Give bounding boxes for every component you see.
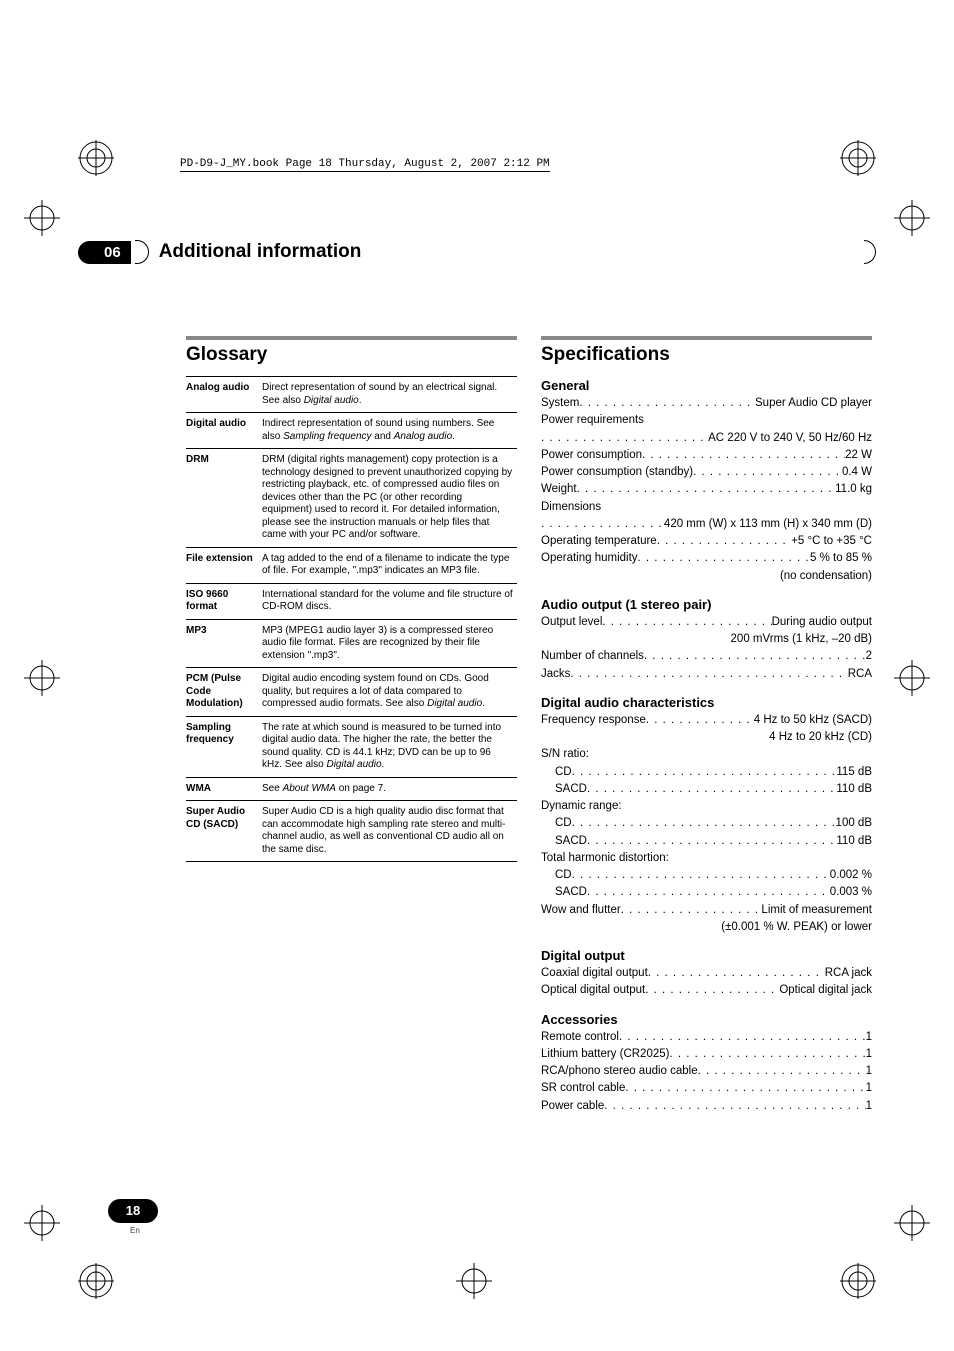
spec-row: Total harmonic distortion: xyxy=(541,850,872,867)
spec-row: SACD110 dB xyxy=(541,833,872,850)
registration-mark-icon xyxy=(78,140,114,176)
spec-row: Remote control1 xyxy=(541,1029,872,1046)
spec-row: RCA/phono stereo audio cable1 xyxy=(541,1063,872,1080)
table-row: Analog audioDirect representation of sou… xyxy=(186,377,517,413)
glossary-definition: Digital audio encoding system found on C… xyxy=(262,668,517,717)
digital-output-title: Digital output xyxy=(541,948,872,963)
glossary-term: File extension xyxy=(186,547,262,583)
glossary-definition: International standard for the volume an… xyxy=(262,583,517,619)
glossary-term: Analog audio xyxy=(186,377,262,413)
glossary-term: Digital audio xyxy=(186,413,262,449)
glossary-term: Super Audio CD (SACD) xyxy=(186,801,262,862)
spec-row: Power consumption (standby)0.4 W xyxy=(541,464,872,481)
table-row: WMASee About WMA on page 7. xyxy=(186,777,517,801)
spec-note: 200 mVrms (1 kHz, –20 dB) xyxy=(541,631,872,648)
spec-row: Dimensions xyxy=(541,499,872,516)
glossary-definition: Indirect representation of sound using n… xyxy=(262,413,517,449)
glossary-term: DRM xyxy=(186,449,262,548)
spec-row: CD100 dB xyxy=(541,815,872,832)
spec-row: JacksRCA xyxy=(541,666,872,683)
specifications-column: Specifications General SystemSuper Audio… xyxy=(541,336,872,1115)
glossary-column: Glossary Analog audioDirect representati… xyxy=(186,336,517,1115)
chapter-header: 06 Additional information xyxy=(78,240,361,264)
glossary-term: ISO 9660 format xyxy=(186,583,262,619)
table-row: Sampling frequencyThe rate at which soun… xyxy=(186,716,517,777)
chapter-bracket-icon xyxy=(135,240,149,264)
print-header: PD-D9-J_MY.book Page 18 Thursday, August… xyxy=(180,158,550,172)
table-row: PCM (Pulse Code Modulation)Digital audio… xyxy=(186,668,517,717)
specifications-title: Specifications xyxy=(541,344,872,366)
table-row: Super Audio CD (SACD)Super Audio CD is a… xyxy=(186,801,517,862)
crop-target-icon xyxy=(24,200,60,236)
glossary-definition: The rate at which sound is measured to b… xyxy=(262,716,517,777)
spec-note: 4 Hz to 20 kHz (CD) xyxy=(541,729,872,746)
glossary-table: Analog audioDirect representation of sou… xyxy=(186,376,517,862)
spec-row: S/N ratio: xyxy=(541,746,872,763)
page-language: En xyxy=(130,1226,140,1235)
table-row: MP3MP3 (MPEG1 audio layer 3) is a compre… xyxy=(186,619,517,668)
spec-row: SACD0.003 % xyxy=(541,884,872,901)
glossary-definition: See About WMA on page 7. xyxy=(262,777,517,801)
audio-output-title: Audio output (1 stereo pair) xyxy=(541,597,872,612)
spec-row: Optical digital outputOptical digital ja… xyxy=(541,982,872,999)
chapter-number: 06 xyxy=(78,241,131,264)
spec-row: Operating humidity5 % to 85 % xyxy=(541,550,872,567)
glossary-title: Glossary xyxy=(186,344,517,366)
spec-row: Power requirements xyxy=(541,412,872,429)
accessories-title: Accessories xyxy=(541,1012,872,1027)
chapter-title: Additional information xyxy=(159,241,362,263)
section-divider xyxy=(186,336,517,340)
glossary-definition: DRM (digital rights management) copy pro… xyxy=(262,449,517,548)
spec-row: Number of channels2 xyxy=(541,648,872,665)
section-divider xyxy=(541,336,872,340)
crop-target-icon xyxy=(894,660,930,696)
spec-row: Lithium battery (CR2025)1 xyxy=(541,1046,872,1063)
table-row: ISO 9660 formatInternational standard fo… xyxy=(186,583,517,619)
spec-row: Weight11.0 kg xyxy=(541,481,872,498)
glossary-term: MP3 xyxy=(186,619,262,668)
spec-row: 420 mm (W) x 113 mm (H) x 340 mm (D) xyxy=(541,516,872,533)
crop-target-icon xyxy=(894,200,930,236)
crop-target-icon xyxy=(24,1205,60,1241)
crop-target-icon xyxy=(894,1205,930,1241)
spec-row: Power cable1 xyxy=(541,1098,872,1115)
registration-mark-icon xyxy=(78,1263,114,1299)
digital-char-title: Digital audio characteristics xyxy=(541,695,872,710)
spec-row: Dynamic range: xyxy=(541,798,872,815)
spec-row: SACD110 dB xyxy=(541,781,872,798)
spec-row: CD0.002 % xyxy=(541,867,872,884)
spec-note: (no condensation) xyxy=(541,568,872,585)
chapter-end-cap-icon xyxy=(864,240,876,264)
spec-note: (±0.001 % W. PEAK) or lower xyxy=(541,919,872,936)
spec-row: Power consumption22 W xyxy=(541,447,872,464)
glossary-term: WMA xyxy=(186,777,262,801)
general-title: General xyxy=(541,378,872,393)
glossary-definition: Direct representation of sound by an ele… xyxy=(262,377,517,413)
table-row: Digital audioIndirect representation of … xyxy=(186,413,517,449)
page-number: 18 xyxy=(108,1199,158,1223)
table-row: File extensionA tag added to the end of … xyxy=(186,547,517,583)
spec-row: AC 220 V to 240 V, 50 Hz/60 Hz xyxy=(541,430,872,447)
glossary-definition: Super Audio CD is a high quality audio d… xyxy=(262,801,517,862)
glossary-definition: A tag added to the end of a filename to … xyxy=(262,547,517,583)
spec-row: SystemSuper Audio CD player xyxy=(541,395,872,412)
glossary-term: Sampling frequency xyxy=(186,716,262,777)
registration-mark-icon xyxy=(840,140,876,176)
crop-target-icon xyxy=(24,660,60,696)
spec-row: CD115 dB xyxy=(541,764,872,781)
registration-mark-icon xyxy=(840,1263,876,1299)
spec-row: Operating temperature+5 °C to +35 °C xyxy=(541,533,872,550)
spec-row: Frequency response4 Hz to 50 kHz (SACD) xyxy=(541,712,872,729)
table-row: DRMDRM (digital rights management) copy … xyxy=(186,449,517,548)
crop-target-icon xyxy=(456,1263,492,1299)
spec-row: Output levelDuring audio output xyxy=(541,614,872,631)
spec-row: Wow and flutterLimit of measurement xyxy=(541,902,872,919)
glossary-definition: MP3 (MPEG1 audio layer 3) is a compresse… xyxy=(262,619,517,668)
glossary-term: PCM (Pulse Code Modulation) xyxy=(186,668,262,717)
spec-row: Coaxial digital outputRCA jack xyxy=(541,965,872,982)
spec-row: SR control cable1 xyxy=(541,1080,872,1097)
